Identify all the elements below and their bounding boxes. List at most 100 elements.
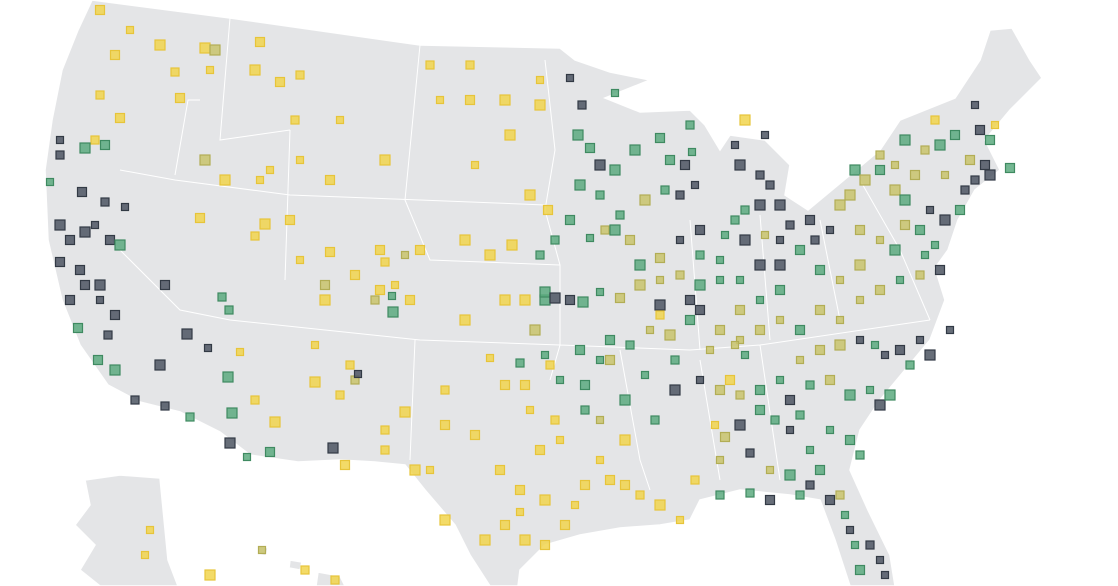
marker <box>310 340 320 350</box>
marker <box>242 452 252 462</box>
marker <box>765 465 775 475</box>
marker <box>604 334 616 346</box>
marker <box>810 235 820 245</box>
marker <box>160 401 170 411</box>
marker <box>774 259 786 271</box>
marker <box>687 147 697 157</box>
marker <box>539 494 551 506</box>
marker <box>960 185 970 195</box>
marker <box>209 44 221 56</box>
marker <box>140 550 150 560</box>
marker <box>204 569 216 581</box>
marker <box>309 376 321 388</box>
marker <box>715 255 725 265</box>
marker <box>72 322 84 334</box>
marker <box>484 249 496 261</box>
marker <box>930 240 940 250</box>
marker <box>634 259 646 271</box>
marker <box>930 115 940 125</box>
marker <box>425 465 435 475</box>
marker <box>619 479 631 491</box>
marker <box>740 350 750 360</box>
marker <box>844 434 856 446</box>
marker <box>249 64 261 76</box>
marker <box>639 194 651 206</box>
marker <box>795 355 805 365</box>
marker <box>345 360 355 370</box>
marker <box>970 175 980 185</box>
marker <box>540 350 550 360</box>
marker <box>295 70 305 80</box>
marker <box>775 375 785 385</box>
marker <box>754 324 766 336</box>
marker <box>825 225 835 235</box>
marker <box>619 394 631 406</box>
marker <box>675 235 685 245</box>
marker <box>655 310 665 320</box>
marker <box>859 174 871 186</box>
marker <box>785 220 795 230</box>
marker <box>635 490 645 500</box>
marker <box>79 279 91 291</box>
marker <box>755 170 765 180</box>
marker <box>76 186 88 198</box>
marker <box>740 205 750 215</box>
marker <box>650 415 660 425</box>
marker <box>199 154 211 166</box>
marker <box>440 385 450 395</box>
marker <box>865 385 875 395</box>
marker <box>925 205 935 215</box>
marker <box>572 129 584 141</box>
marker <box>595 190 605 200</box>
marker <box>805 445 815 455</box>
marker <box>585 233 595 243</box>
marker <box>889 244 901 256</box>
marker <box>664 154 676 166</box>
marker <box>754 404 766 416</box>
marker <box>664 329 676 341</box>
marker <box>645 325 655 335</box>
marker <box>880 570 890 580</box>
marker <box>920 250 930 260</box>
marker <box>90 220 100 230</box>
marker <box>564 214 576 226</box>
marker <box>579 479 591 491</box>
marker <box>224 437 236 449</box>
marker <box>219 174 231 186</box>
marker <box>380 425 390 435</box>
marker <box>825 425 835 435</box>
marker <box>55 150 65 160</box>
marker <box>579 379 591 391</box>
marker <box>990 120 1000 130</box>
marker <box>609 164 621 176</box>
marker <box>794 324 806 336</box>
marker <box>775 315 785 325</box>
marker <box>335 390 345 400</box>
marker <box>654 252 666 264</box>
marker <box>835 315 845 325</box>
marker <box>775 235 785 245</box>
marker <box>844 389 856 401</box>
marker <box>694 304 706 316</box>
marker <box>715 275 725 285</box>
marker <box>949 129 961 141</box>
marker <box>250 395 260 405</box>
marker <box>535 75 545 85</box>
marker <box>909 169 921 181</box>
marker <box>324 174 336 186</box>
marker <box>64 294 76 306</box>
marker <box>795 490 805 500</box>
marker <box>835 490 845 500</box>
marker <box>374 284 386 296</box>
marker <box>690 475 700 485</box>
marker <box>785 425 795 435</box>
marker <box>794 244 806 256</box>
marker <box>774 199 786 211</box>
marker <box>542 204 554 216</box>
marker <box>185 412 195 422</box>
marker <box>875 235 885 245</box>
marker <box>804 214 816 226</box>
marker <box>854 259 866 271</box>
marker <box>574 344 586 356</box>
marker <box>914 224 926 236</box>
